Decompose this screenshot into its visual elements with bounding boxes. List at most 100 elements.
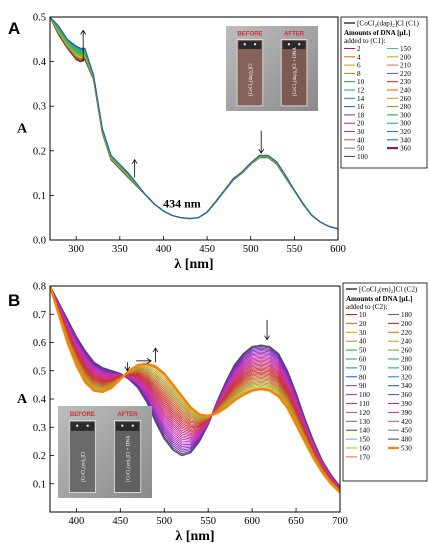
spectrum-line bbox=[50, 286, 340, 493]
x-tick-label: 500 bbox=[243, 244, 259, 255]
legend-item-label: 130 bbox=[359, 418, 370, 426]
arrow-head bbox=[152, 347, 159, 353]
y-tick-label: 0.5 bbox=[33, 366, 46, 377]
chart-panel-b: B 400 450 500 550 600 650 700 0.1 0.2 0.3 0.4 0.5 0.6… bbox=[8, 282, 428, 544]
legend-subheading: added to (C1): bbox=[344, 37, 386, 45]
legend-item-label: 320 bbox=[400, 128, 411, 136]
y-tick-label: 0.3 bbox=[33, 102, 46, 113]
legend-item-label: 30 bbox=[357, 128, 365, 136]
y-tick-label: 0.2 bbox=[33, 451, 46, 462]
x-tick-label: 350 bbox=[112, 244, 128, 255]
cuvette bbox=[280, 39, 308, 107]
legend-compound: [CoCl₂(en)₂]Cl (C2) bbox=[359, 286, 418, 294]
spectrum-line bbox=[50, 17, 338, 230]
legend-item-label: 100 bbox=[359, 391, 370, 399]
cuvette-cap bbox=[282, 41, 306, 50]
y-tick-label: 0.8 bbox=[33, 282, 46, 293]
legend-item-label: 50 bbox=[359, 347, 367, 355]
legend: [CoCl₂(dap)₂]Cl (C1)Amounts of DNA [μL]a… bbox=[340, 16, 428, 169]
legend-item-label: 10 bbox=[359, 311, 367, 319]
legend-item-label: 40 bbox=[357, 136, 365, 144]
x-tick-label: 600 bbox=[244, 516, 260, 527]
legend-item-label: 60 bbox=[359, 356, 367, 364]
spectrum-line bbox=[50, 286, 340, 492]
legend-item-label: 260 bbox=[400, 95, 411, 103]
legend-item-label: 110 bbox=[359, 400, 370, 408]
y-tick-label: 0.4 bbox=[33, 57, 47, 68]
legend-item-label: 6 bbox=[357, 62, 361, 70]
y-tick-label: 0.7 bbox=[33, 310, 46, 321]
cuvette bbox=[114, 420, 142, 493]
legend-item-label: 390 bbox=[401, 409, 412, 417]
legend-item-label: 200 bbox=[401, 320, 412, 328]
legend-item-label: 150 bbox=[400, 45, 411, 53]
legend-item-label: 450 bbox=[401, 427, 412, 435]
x-tick-label: 300 bbox=[68, 244, 84, 255]
legend-item-label: 340 bbox=[401, 382, 412, 390]
arrow-head bbox=[131, 158, 138, 164]
legend-item-label: 150 bbox=[359, 436, 370, 444]
x-tick-label: 550 bbox=[286, 244, 302, 255]
legend-item-label: 300 bbox=[401, 364, 412, 372]
cuvette-text: [CoCl₂(dap)₂]Cl bbox=[249, 63, 254, 96]
legend-item-label: 220 bbox=[401, 329, 412, 337]
cuvette-cap bbox=[238, 41, 262, 50]
x-axis-title: λ [nm] bbox=[174, 257, 213, 272]
x-axis-title: λ [nm] bbox=[175, 529, 214, 544]
spectrum-line bbox=[50, 286, 340, 494]
legend-item-label: 360 bbox=[401, 391, 412, 399]
cuvette-text: [CoCl₂(en)₂]Cl bbox=[81, 451, 86, 482]
legend-box bbox=[342, 282, 428, 482]
legend-item-label: 240 bbox=[400, 87, 411, 95]
legend-item-label: 20 bbox=[357, 120, 365, 128]
after-label: AFTER bbox=[284, 31, 305, 37]
x-tick-label: 500 bbox=[156, 516, 172, 527]
legend-item-label: 170 bbox=[359, 453, 370, 461]
y-tick-label: 0.1 bbox=[33, 479, 46, 490]
cuvette-cap bbox=[115, 422, 140, 431]
spectra-lines bbox=[50, 286, 340, 494]
x-tick-label: 450 bbox=[199, 244, 215, 255]
panel-label: A bbox=[8, 19, 20, 38]
y-tick-label: 0.3 bbox=[33, 423, 46, 434]
legend-item-label: 320 bbox=[401, 373, 412, 381]
legend: [CoCl₂(en)₂]Cl (C2)Amounts of DNA [μL]ad… bbox=[342, 282, 428, 482]
legend-item-label: 12 bbox=[357, 87, 365, 95]
x-tick-label: 450 bbox=[112, 516, 128, 527]
y-tick-label: 0.1 bbox=[33, 191, 46, 202]
legend-item-label: 50 bbox=[357, 145, 365, 153]
legend-item-label: 40 bbox=[359, 338, 367, 346]
legend-item-label: 420 bbox=[401, 418, 412, 426]
legend-item-label: 18 bbox=[357, 111, 365, 119]
legend-item-label: 360 bbox=[400, 145, 411, 153]
legend-item-label: 2 bbox=[357, 45, 361, 53]
legend-item-label: 240 bbox=[401, 338, 412, 346]
cuvette-text: [CoCl₂(en)₂]Cl + DNA bbox=[127, 435, 132, 482]
cuvette bbox=[236, 39, 264, 107]
inset-photo: BEFORE [CoCl₂(en)₂]Cl AFTER [CoCl₂(en)₂]Cl … bbox=[58, 406, 152, 498]
legend-item-label: 140 bbox=[359, 427, 370, 435]
legend-item-label: 280 bbox=[401, 356, 412, 364]
cuvette bbox=[68, 420, 96, 493]
legend-item-label: 16 bbox=[357, 103, 365, 111]
arrow-head bbox=[264, 335, 270, 341]
before-label: BEFORE bbox=[70, 412, 95, 418]
legend-item-label: 280 bbox=[400, 103, 411, 111]
legend-heading: Amounts of DNA [μL] bbox=[346, 295, 412, 303]
legend-item-label: 20 bbox=[359, 320, 367, 328]
before-label: BEFORE bbox=[237, 31, 262, 37]
y-tick-label: 0.4 bbox=[33, 395, 47, 406]
spectrum-line bbox=[50, 286, 340, 492]
legend-item-label: 80 bbox=[359, 373, 367, 381]
legend-item-label: 4 bbox=[357, 53, 361, 61]
arrow-head bbox=[80, 29, 87, 35]
y-axis-title: A bbox=[17, 122, 28, 137]
legend-item-label: 390 bbox=[401, 400, 412, 408]
legend-item-label: 480 bbox=[401, 436, 412, 444]
after-label: AFTER bbox=[118, 412, 139, 418]
legend-item-label: 530 bbox=[401, 445, 412, 453]
y-tick-label: 0.6 bbox=[33, 338, 46, 349]
spectrum-line bbox=[50, 286, 340, 491]
